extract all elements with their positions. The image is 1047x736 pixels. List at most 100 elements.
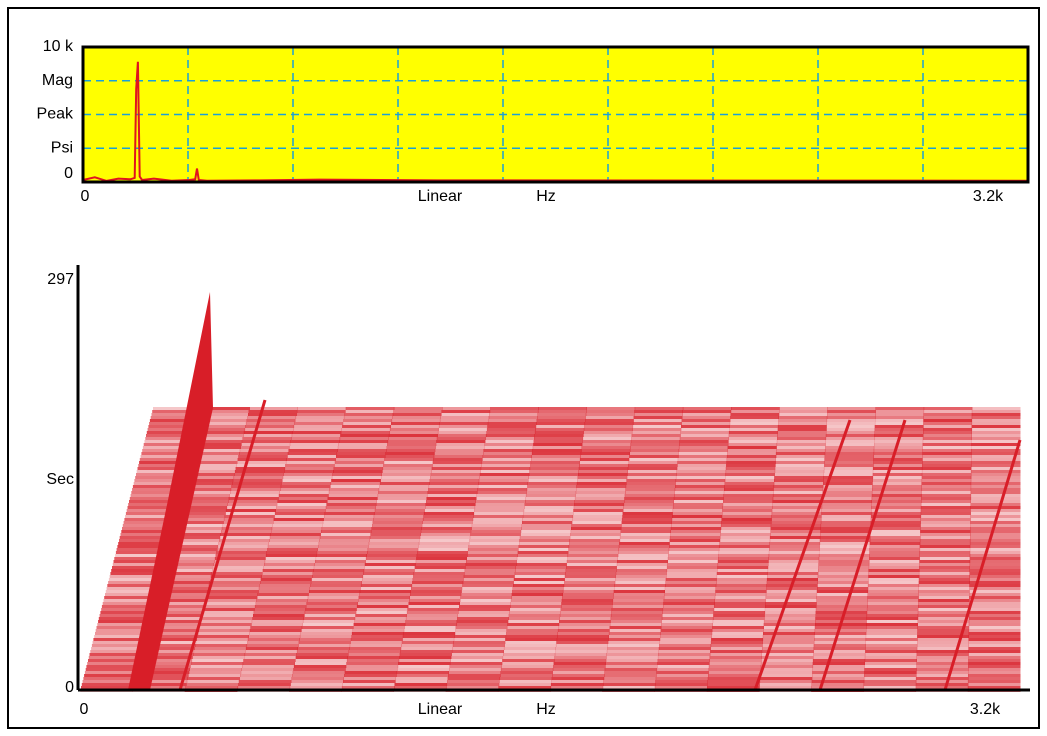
waterfall-texture [364,563,416,566]
waterfall-texture [764,611,817,614]
waterfall-texture [92,641,145,644]
waterfall-texture [151,413,201,416]
waterfall-texture [317,548,369,551]
waterfall-texture [334,464,384,467]
waterfall-texture [186,467,236,470]
waterfall-texture [247,416,297,419]
waterfall-texture [378,491,429,494]
waterfall-texture [771,518,822,521]
waterfall-texture [253,614,305,617]
waterfall-texture [344,674,397,677]
waterfall-texture [872,482,922,485]
waterfall-texture [823,470,874,473]
waterfall-texture [291,437,341,440]
waterfall-texture [971,434,1021,437]
waterfall-texture [262,569,314,572]
waterfall-texture [726,464,776,467]
waterfall-texture [678,449,728,452]
waterfall-texture [867,596,919,599]
waterfall-texture [721,515,772,518]
waterfall-texture [659,638,712,641]
waterfall-texture [145,635,198,638]
waterfall-texture [824,461,874,464]
waterfall-texture [503,647,556,650]
waterfall-texture [776,449,826,452]
waterfall-texture [968,617,1021,620]
waterfall-ridge-line [943,439,1022,691]
waterfall-texture [655,677,709,680]
waterfall-texture [516,563,567,566]
waterfall-texture [343,419,393,422]
waterfall-texture [969,557,1021,560]
waterfall-texture [821,509,872,512]
waterfall-texture [813,647,866,650]
waterfall-texture [970,488,1021,491]
waterfall-texture [417,551,468,554]
waterfall-texture [709,662,762,665]
waterfall-texture [823,479,873,482]
waterfall-texture [139,659,193,662]
waterfall-texture [586,407,636,410]
waterfall-texture [820,524,871,527]
waterfall-texture [197,632,250,635]
waterfall-texture [770,530,821,533]
waterfall-texture [168,542,219,545]
waterfall-texture [240,674,293,677]
waterfall-texture [367,548,419,551]
waterfall-texture [408,602,460,605]
waterfall-texture [528,473,579,476]
waterfall-texture [142,449,192,452]
waterfall-texture [89,653,142,656]
waterfall-texture [152,608,204,611]
waterfall-texture [266,551,318,554]
waterfall-texture [200,620,253,623]
waterfall-texture [969,590,1021,593]
waterfall-texture [816,596,868,599]
waterfall-texture [411,587,463,590]
waterfall-texture [970,506,1021,509]
waterfall-texture [660,626,713,629]
waterfall-texture [309,587,361,590]
waterfall-texture [123,521,174,524]
waterfall-texture [242,662,295,665]
waterfall-texture [313,566,365,569]
waterfall-texture [321,527,372,530]
waterfall-texture [135,476,185,479]
waterfall-texture [970,515,1021,518]
waterfall-texture [561,599,614,602]
waterfall-texture [917,617,970,620]
waterfall-texture [969,554,1021,557]
waterfall-texture [624,494,675,497]
waterfall-texture [918,605,970,608]
waterfall-texture [192,653,246,656]
waterfall-texture [866,626,918,629]
waterfall-texture [519,539,570,542]
waterfall-texture [865,650,918,653]
waterfall-texture [465,566,516,569]
waterfall-texture [971,428,1021,431]
waterfall-texture [564,581,616,584]
waterfall-texture [563,584,615,587]
waterfall-texture [334,461,385,464]
waterfall-texture [923,410,973,413]
waterfall-texture [731,407,780,410]
waterfall-texture [728,437,778,440]
waterfall-texture [672,506,723,509]
waterfall-texture [287,452,338,455]
waterfall-texture [864,671,917,674]
waterfall-texture [429,479,480,482]
waterfall-texture [188,461,238,464]
waterfall-texture [432,464,482,467]
waterfall-texture [730,413,780,416]
waterfall-texture [97,623,150,626]
waterfall-texture [364,566,416,569]
waterfall-texture [454,635,507,638]
waterfall-texture [164,557,216,560]
waterfall-texture [537,410,587,413]
waterfall-texture [106,587,158,590]
waterfall-texture [569,542,620,545]
waterfall-texture [384,455,435,458]
waterfall-texture [971,425,1021,428]
waterfall-texture [970,497,1021,500]
